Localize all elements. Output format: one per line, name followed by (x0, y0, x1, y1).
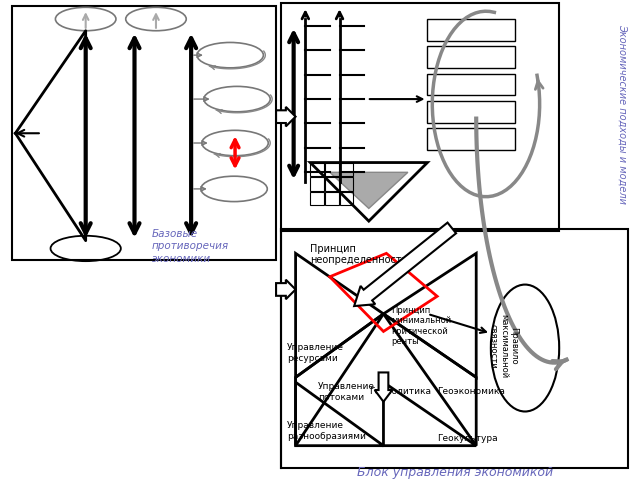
Text: Базовые
противоречия
экономики: Базовые противоречия экономики (152, 229, 229, 264)
FancyArrow shape (276, 107, 296, 126)
Bar (428, 101, 515, 122)
Text: Правило
максимальной
связности: Правило максимальной связности (489, 314, 518, 378)
Polygon shape (330, 172, 408, 208)
Bar (428, 47, 515, 68)
FancyArrow shape (374, 372, 392, 402)
Bar (325, 177, 339, 191)
Bar (428, 128, 515, 150)
Text: Управление
разнообразиями: Управление разнообразиями (287, 421, 365, 441)
Text: Принцип
минимальной
критической
ренты: Принцип минимальной критической ренты (391, 306, 451, 346)
Bar (340, 192, 353, 205)
Bar (310, 163, 324, 176)
Text: Блок управления экономикой: Блок управления экономикой (356, 466, 553, 479)
Text: Принцип
неопределенности: Принцип неопределенности (310, 243, 408, 265)
Bar (281, 229, 628, 468)
Text: Геоэкономика: Геоэкономика (437, 387, 505, 396)
Text: Геополитика: Геополитика (369, 387, 431, 396)
Bar (340, 177, 353, 191)
Bar (310, 192, 324, 205)
Bar (428, 74, 515, 95)
Bar (281, 3, 559, 231)
Text: Управление
ресурсами: Управление ресурсами (287, 343, 344, 362)
Text: Экономические подходы и модели: Экономические подходы и модели (618, 24, 628, 204)
Bar (310, 177, 324, 191)
Bar (340, 163, 353, 176)
Text: Управление
потоками: Управление потоками (318, 382, 375, 402)
Bar (12, 6, 276, 260)
FancyArrow shape (276, 280, 296, 299)
Text: Геокультура: Геокультура (437, 434, 498, 444)
Bar (428, 19, 515, 40)
FancyArrow shape (354, 223, 456, 306)
Bar (325, 163, 339, 176)
Bar (325, 192, 339, 205)
